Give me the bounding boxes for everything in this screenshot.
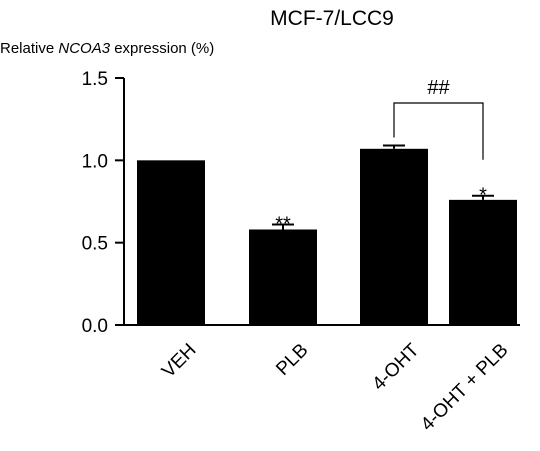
x-tick-label: 4-OHT — [368, 339, 423, 394]
chart-title: MCF-7/LCC9 — [270, 7, 394, 30]
y-tick-label: 0.0 — [82, 316, 108, 337]
x-tick-label: PLB — [272, 340, 312, 380]
bracket-line — [393, 102, 484, 160]
y-tick-label: 0.5 — [82, 234, 108, 255]
y-axis-label-gene: NCOA3 — [58, 40, 110, 57]
bar — [249, 229, 317, 325]
y-axis-ticks: 0.0 0.5 1.0 1.5 — [82, 69, 124, 337]
y-tick-label: 1.5 — [82, 69, 108, 90]
y-axis-label-prefix: Relative — [0, 40, 58, 57]
bar — [449, 199, 517, 325]
significance-label: * — [479, 185, 487, 207]
comparison-bracket: ## — [393, 77, 484, 160]
bracket-label: ## — [427, 77, 450, 99]
x-tick-label: 4-OHT + PLB — [417, 340, 513, 436]
bars-group — [137, 148, 517, 325]
bar — [137, 160, 205, 325]
y-axis-label: Relative NCOA3 expression (%) — [0, 40, 214, 57]
y-tick-label: 1.0 — [82, 151, 108, 172]
x-tick-label: VEH — [158, 340, 200, 382]
significance-label: ** — [275, 214, 291, 236]
y-axis-label-suffix: expression (%) — [110, 40, 214, 57]
bar — [360, 148, 428, 325]
significance-annotations: *** — [275, 185, 487, 236]
error-bars-group — [272, 144, 494, 230]
